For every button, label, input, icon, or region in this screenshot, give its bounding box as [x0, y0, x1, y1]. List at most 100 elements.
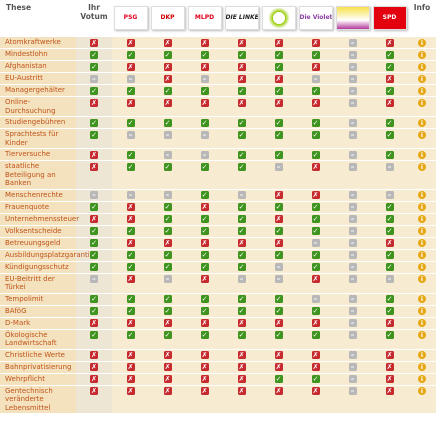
row: Bahnprivatisierung ✗ ✗ ✗ ✗ ✗ ✗ ✗ – ✗ i: [0, 361, 436, 374]
party-cell: ✗: [260, 237, 297, 250]
party-cell: ✗: [149, 72, 186, 85]
info-button[interactable]: i: [418, 215, 426, 223]
party-cell: ✗: [297, 160, 334, 190]
info-button[interactable]: i: [418, 86, 426, 95]
position-icon: –: [90, 191, 98, 199]
party-cell: ✓: [260, 293, 297, 306]
info-cell: i: [408, 96, 436, 117]
party-cell: ✓: [186, 225, 223, 238]
party-cell: –: [371, 273, 408, 294]
info-button[interactable]: i: [418, 331, 426, 339]
position-icon: ✗: [126, 203, 135, 211]
info-button[interactable]: i: [418, 375, 426, 383]
position-icon: –: [348, 150, 357, 159]
party-cell: –: [112, 189, 149, 202]
info-button[interactable]: i: [418, 251, 426, 259]
position-icon: ✓: [311, 50, 320, 59]
party-cell: ✗: [186, 349, 223, 362]
info-cell: i: [408, 116, 436, 129]
party-cell: ✗: [186, 237, 223, 250]
party-cell: –: [371, 160, 408, 190]
party-cell: ✓: [223, 201, 260, 214]
info-button[interactable]: i: [418, 191, 426, 199]
party-cell: ✗: [149, 361, 186, 374]
info-button[interactable]: i: [418, 363, 426, 371]
position-icon: ✓: [385, 50, 394, 59]
info-button[interactable]: i: [418, 62, 426, 71]
position-icon: ✗: [163, 38, 172, 47]
info-button[interactable]: i: [418, 307, 426, 315]
party-cell: ✓: [371, 213, 408, 226]
party-cell: –: [260, 160, 297, 190]
info-button[interactable]: i: [418, 130, 426, 139]
position-icon: ✓: [200, 295, 209, 303]
info-button[interactable]: i: [418, 275, 426, 283]
party-cell: ✓: [149, 293, 186, 306]
party-cell: –: [334, 329, 371, 350]
position-icon: ✓: [126, 331, 135, 339]
info-button[interactable]: i: [418, 295, 426, 303]
row: Sprachtests für Kinder ✓ – – – ✓ ✓ ✓ – ✓ i: [0, 128, 436, 149]
vote-cell: ✓: [76, 261, 112, 274]
position-icon: ✗: [200, 239, 209, 247]
position-icon: ✗: [163, 375, 172, 383]
info-cell: i: [408, 148, 436, 161]
position-icon: ✗: [237, 319, 246, 327]
info-button[interactable]: i: [418, 74, 426, 83]
party-cell: ✗: [112, 385, 149, 414]
position-icon: ✗: [126, 38, 135, 47]
position-icon: ✗: [311, 162, 320, 171]
party-cell: ✓: [371, 261, 408, 274]
position-icon: ✓: [126, 86, 135, 95]
info-button[interactable]: i: [418, 319, 426, 327]
info-button[interactable]: i: [418, 351, 426, 359]
position-icon: ✓: [385, 215, 394, 223]
party-cell: –: [334, 305, 371, 318]
info-button[interactable]: i: [418, 263, 426, 271]
position-icon: ✗: [126, 215, 135, 223]
position-icon: ✗: [237, 98, 246, 107]
party-cell: ✗: [223, 373, 260, 386]
vote-cell: –: [76, 273, 112, 294]
position-icon: ✗: [274, 363, 283, 371]
party-cell: ✓: [186, 160, 223, 190]
party-cell: –: [334, 317, 371, 330]
party-cell: ✓: [223, 84, 260, 97]
info-button[interactable]: i: [418, 387, 426, 395]
position-icon: ✗: [385, 363, 394, 371]
party-logo: DKP: [150, 6, 185, 30]
position-icon: ✗: [163, 387, 172, 395]
party-cell: ✓: [371, 225, 408, 238]
info-button[interactable]: i: [418, 227, 426, 235]
position-icon: ✓: [311, 331, 320, 339]
party-cell: ✓: [149, 160, 186, 190]
topic: Menschenrechte: [0, 189, 76, 202]
topic: Online-Durchsuchung: [0, 96, 76, 117]
info-button[interactable]: i: [418, 38, 426, 47]
info-button[interactable]: i: [418, 118, 426, 127]
info-button[interactable]: i: [418, 98, 426, 107]
row: Christliche Werte ✗ ✗ ✗ ✗ ✗ ✗ ✗ – ✗ i: [0, 349, 436, 362]
info-button[interactable]: i: [418, 162, 426, 171]
position-icon: ✓: [163, 331, 172, 339]
position-icon: ✗: [237, 38, 246, 47]
info-button[interactable]: i: [418, 150, 426, 159]
party-cell: ✗: [260, 317, 297, 330]
position-icon: ✗: [237, 387, 246, 395]
party-cell: ✗: [260, 37, 297, 49]
party-cell: ✓: [112, 160, 149, 190]
party-cell: ✓: [297, 261, 334, 274]
party-cell: ✓: [223, 329, 260, 350]
party-cell: ✓: [112, 225, 149, 238]
party-cell: –: [334, 160, 371, 190]
info-button[interactable]: i: [418, 203, 426, 211]
party-cell: ✓: [260, 48, 297, 61]
topic: Volksentscheide: [0, 225, 76, 238]
position-icon: ✓: [200, 251, 209, 259]
position-icon: ✗: [126, 375, 135, 383]
info-button[interactable]: i: [418, 239, 426, 247]
party-cell: –: [334, 225, 371, 238]
party-cell: ✗: [371, 361, 408, 374]
info-button[interactable]: i: [418, 50, 426, 59]
position-icon: –: [274, 162, 283, 171]
